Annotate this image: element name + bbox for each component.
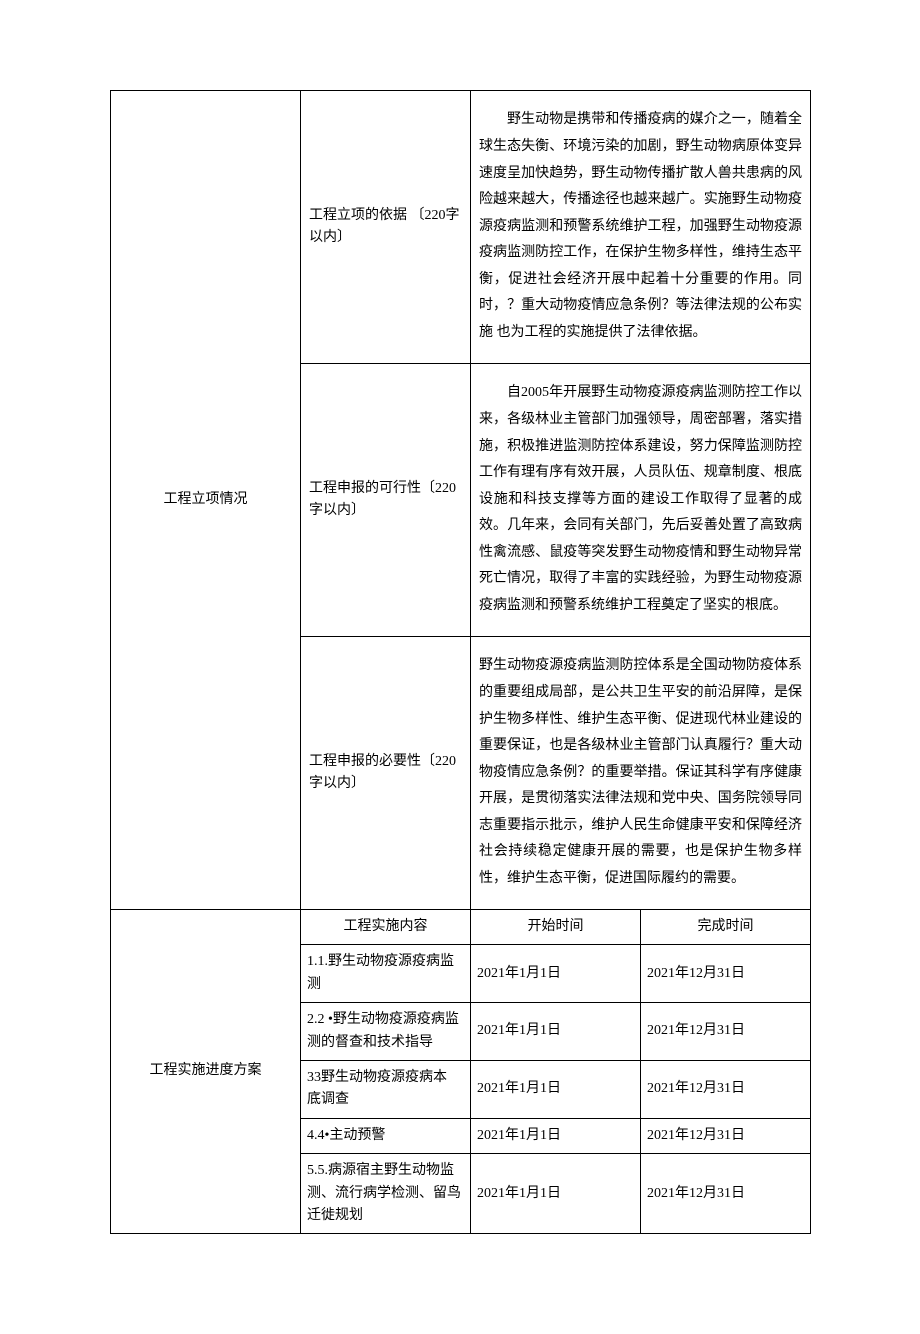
schedule-item: 33野生动物疫源疫病本 底调查 [301,1060,471,1118]
row3-content: 野生动物疫源疫病监测防控体系是全国动物防疫体系的重要组成局部，是公共卫生平安的前… [471,637,811,910]
table-row: 工程实施进度方案 工程实施内容 开始时间 完成时间 [111,910,811,945]
document-page: 工程立项情况 工程立项的依据 〔220字以内〕 野生动物是携带和传播疫病的媒介之… [0,0,920,1334]
schedule-item: 4.4•主动预警 [301,1118,471,1153]
schedule-item: 1.1.野生动物疫源疫病监测 [301,945,471,1003]
schedule-item: 5.5.病源宿主野生动物监测、流行病学检测、留鸟迁徙规划 [301,1154,471,1234]
schedule-start: 2021年1月1日 [471,1154,641,1234]
project-table: 工程立项情况 工程立项的依据 〔220字以内〕 野生动物是携带和传播疫病的媒介之… [110,90,811,1234]
row3-label: 工程申报的必要性〔220字以内〕 [301,637,471,910]
row2-content-text: 自2005年开展野生动物疫源疫病监测防控工作以来，各级林业主管部门加强领导，周密… [479,380,802,619]
row1-label: 工程立项的依据 〔220字以内〕 [301,91,471,364]
schedule-start: 2021年1月1日 [471,1003,641,1061]
row2-content: 自2005年开展野生动物疫源疫病监测防控工作以来，各级林业主管部门加强领导，周密… [471,364,811,637]
row3-content-text: 野生动物疫源疫病监测防控体系是全国动物防疫体系的重要组成局部，是公共卫生平安的前… [479,653,802,892]
table-row: 工程立项情况 工程立项的依据 〔220字以内〕 野生动物是携带和传播疫病的媒介之… [111,91,811,364]
schedule-end: 2021年12月31日 [641,1118,811,1153]
schedule-end: 2021年12月31日 [641,945,811,1003]
col-header-item: 工程实施内容 [301,910,471,945]
section1-header: 工程立项情况 [111,91,301,910]
schedule-start: 2021年1月1日 [471,1060,641,1118]
section2-header: 工程实施进度方案 [111,910,301,1234]
row2-label: 工程申报的可行性〔220字以内〕 [301,364,471,637]
col-header-start: 开始时间 [471,910,641,945]
schedule-end: 2021年12月31日 [641,1003,811,1061]
col-header-end: 完成时间 [641,910,811,945]
schedule-end: 2021年12月31日 [641,1060,811,1118]
schedule-start: 2021年1月1日 [471,1118,641,1153]
row1-content-text: 野生动物是携带和传播疫病的媒介之一，随着全球生态失衡、环境污染的加剧，野生动物病… [479,107,802,346]
row1-content: 野生动物是携带和传播疫病的媒介之一，随着全球生态失衡、环境污染的加剧，野生动物病… [471,91,811,364]
schedule-end: 2021年12月31日 [641,1154,811,1234]
schedule-item: 2.2 •野生动物疫源疫病监测的督查和技术指导 [301,1003,471,1061]
schedule-start: 2021年1月1日 [471,945,641,1003]
